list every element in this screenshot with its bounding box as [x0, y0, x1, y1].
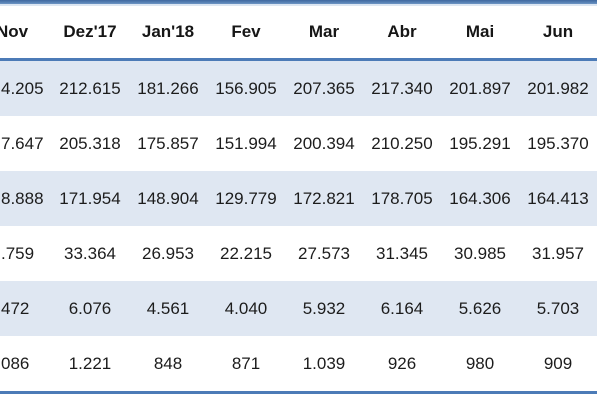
data-cell[interactable]: 980 — [441, 336, 519, 394]
data-cell[interactable]: 164.413 — [527, 188, 589, 208]
data-cell[interactable]: 30.985 — [454, 243, 506, 263]
header-cell-mar[interactable]: Mar — [285, 6, 363, 61]
data-cell[interactable]: 6.164 — [380, 298, 424, 318]
header-cell-nov[interactable]: Nov — [0, 6, 51, 61]
table-row: 7.647 205.318 175.857 151.994 200.394 210.250… — [0, 116, 597, 171]
table-row: 8.888 171.954 148.904 129.779 172.821 178.705… — [0, 171, 597, 226]
data-cell[interactable]: .759 — [1, 243, 35, 263]
data-cell[interactable]: 4.205 — [1, 78, 44, 98]
data-cell[interactable]: 129.779 — [215, 188, 277, 208]
header-cell-mai[interactable]: Mai — [441, 6, 519, 61]
data-cell[interactable]: 1.221 — [51, 336, 129, 394]
data-cell[interactable]: 207.365 — [293, 78, 355, 98]
header-row: Nov Dez'17 Jan'18 Fev Mar Abr Mai Jun — [0, 6, 597, 61]
data-cell[interactable]: 7.647 — [1, 133, 44, 153]
data-cell[interactable]: 848 — [129, 336, 207, 394]
data-cell[interactable]: 195.370 — [527, 133, 589, 153]
data-cell[interactable]: 164.306 — [449, 188, 511, 208]
header-cell-jun[interactable]: Jun — [519, 6, 597, 61]
header-cell-abr[interactable]: Abr — [363, 6, 441, 61]
data-cell[interactable]: 201.897 — [449, 78, 511, 98]
table-body: 4.205 212.615 181.266 156.905 207.365 217.340… — [0, 59, 597, 394]
data-cell[interactable]: 148.904 — [137, 188, 199, 208]
data-cell[interactable]: 4.561 — [146, 298, 190, 318]
data-cell[interactable]: 8.888 — [1, 188, 44, 208]
data-cell[interactable]: 27.573 — [298, 243, 350, 263]
data-cell[interactable]: 172.821 — [293, 188, 355, 208]
data-cell[interactable]: 210.250 — [371, 133, 433, 153]
data-cell[interactable]: 26.953 — [142, 243, 194, 263]
data-cell[interactable]: 5.626 — [458, 298, 502, 318]
data-cell[interactable]: 4.040 — [224, 298, 268, 318]
data-cell[interactable]: 200.394 — [293, 133, 355, 153]
table-row: .759 33.364 26.953 22.215 27.573 31.345 30.985… — [0, 226, 597, 281]
data-cell[interactable]: 212.615 — [59, 78, 121, 98]
data-cell[interactable]: 926 — [363, 336, 441, 394]
data-cell[interactable]: 22.215 — [220, 243, 272, 263]
data-cell[interactable]: 472 — [1, 298, 30, 318]
data-cell[interactable]: 1.039 — [285, 336, 363, 394]
header-cell-jan18[interactable]: Jan'18 — [129, 6, 207, 61]
data-cell[interactable]: 171.954 — [59, 188, 121, 208]
data-cell[interactable]: 175.857 — [137, 133, 199, 153]
monthly-data-table: Nov Dez'17 Jan'18 Fev Mar Abr Mai Jun 4.205 212.… — [0, 6, 597, 394]
data-cell[interactable]: 5.932 — [302, 298, 346, 318]
header-cell-fev[interactable]: Fev — [207, 6, 285, 61]
data-cell[interactable]: 871 — [207, 336, 285, 394]
data-cell[interactable]: 178.705 — [371, 188, 433, 208]
data-cell[interactable]: 151.994 — [215, 133, 277, 153]
table-top-border — [0, 0, 597, 6]
data-cell[interactable]: 217.340 — [371, 78, 433, 98]
data-cell[interactable]: 195.291 — [449, 133, 511, 153]
data-cell[interactable]: 5.703 — [536, 298, 580, 318]
data-cell[interactable]: 205.318 — [59, 133, 121, 153]
data-cell[interactable]: 33.364 — [64, 243, 116, 263]
data-cell[interactable]: 6.076 — [68, 298, 112, 318]
data-cell[interactable]: 31.345 — [376, 243, 428, 263]
header-cell-dez17[interactable]: Dez'17 — [51, 6, 129, 61]
table-row: 4.205 212.615 181.266 156.905 207.365 217.340… — [0, 59, 597, 116]
data-cell[interactable]: 086 — [0, 336, 51, 394]
table-row: 086 1.221 848 871 1.039 926 980 909 — [0, 336, 597, 394]
data-cell[interactable]: 909 — [519, 336, 597, 394]
table-header: Nov Dez'17 Jan'18 Fev Mar Abr Mai Jun — [0, 6, 597, 61]
data-cell[interactable]: 181.266 — [137, 78, 199, 98]
data-cell[interactable]: 156.905 — [215, 78, 277, 98]
table-row: 472 6.076 4.561 4.040 5.932 6.164 5.626 5.703 — [0, 281, 597, 336]
data-cell[interactable]: 201.982 — [527, 78, 589, 98]
data-cell[interactable]: 31.957 — [532, 243, 584, 263]
